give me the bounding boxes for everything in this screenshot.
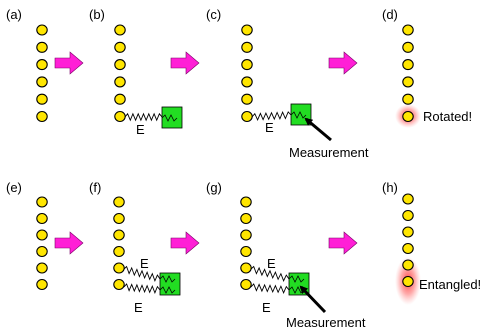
panel-label-b: (b) [89,7,105,22]
atom-d-2 [402,41,414,53]
atom-d-1 [402,24,414,36]
atom-e-2 [36,212,48,225]
atom-g-3 [240,229,252,241]
springs [123,111,292,295]
spring-coupling-f-bottom [123,283,161,295]
atom-d-6 [402,110,414,123]
atom-e-6 [36,278,48,291]
coupling-label-b: E [136,122,145,137]
atom-f-3 [113,229,125,241]
spring-coupling-f-top [123,265,161,283]
panel-label-c: (c) [206,7,221,22]
panel-label-a: (a) [6,7,22,22]
atom-e-1 [36,196,48,208]
atom-c-6 [241,110,253,123]
atom-c-4 [241,76,253,88]
atom-c-2 [241,41,253,53]
atom-g-4 [240,245,252,258]
panel-label-f: (f) [89,180,101,195]
atom-f-6 [113,278,125,291]
atom-e-4 [36,245,48,258]
atom-a-2 [36,41,48,53]
transition-arrows [54,51,358,255]
spring-coupling-g-top [250,265,290,282]
atom-b-6 [114,110,126,123]
spring-coupling-c [251,111,292,122]
atom-c-5 [241,93,253,105]
atom-h-1 [402,193,414,205]
box-spring-tails [159,111,307,294]
atom-a-6 [36,110,48,123]
panel-label-d: (d) [382,7,398,22]
coupled-box-f [159,272,181,296]
panel-label-g: (g) [206,180,222,195]
atom-b-5 [114,93,126,105]
coupling-label-f-bottom: E [134,300,143,315]
atom-g-6 [240,278,252,291]
measurement-label-c: Measurement [289,145,369,160]
result-label-rotated: Rotated! [423,109,472,124]
atom-a-3 [36,59,48,71]
atom-g-5 [240,262,252,274]
atom-g-2 [240,212,252,225]
coupling-label-g-bottom: E [262,300,271,315]
spring-coupling-g-bottom [250,283,290,294]
atom-b-2 [114,41,126,53]
measurement-arrow-g [299,285,327,314]
atom-h-2 [402,209,414,222]
atom-e-5 [36,262,48,274]
transition-arrow-e-to-f [54,231,84,255]
atom-a-1 [36,24,48,36]
result-label-entangled: Entangled! [419,277,481,292]
atom-h-4 [402,242,414,255]
atom-a-4 [36,76,48,88]
atom-c-3 [241,59,253,71]
atom-c-1 [241,24,253,36]
transition-arrow-b-to-c [170,51,200,75]
measurement-label-g: Measurement [286,315,366,330]
atom-d-5 [402,93,414,105]
atom-chains [36,24,414,291]
atom-a-5 [36,93,48,105]
atom-h-5 [402,259,414,271]
atom-d-4 [402,76,414,88]
atom-f-2 [113,212,125,225]
transition-arrow-a-to-b [54,51,84,75]
coupling-label-g-top: E [267,256,276,271]
atom-f-1 [113,196,125,208]
atom-f-5 [113,262,125,274]
spring-coupling-b [124,112,163,122]
measurement-arrow-c [304,117,332,142]
atom-f-4 [113,245,125,258]
atom-h-3 [402,226,414,238]
atom-b-1 [114,24,126,36]
panel-label-e: (e) [6,180,22,195]
atom-g-1 [240,196,252,208]
atom-b-4 [114,76,126,88]
atom-h-6 [402,275,414,288]
atom-e-3 [36,229,48,241]
transition-arrow-g-to-h [328,231,358,255]
coupling-label-c: E [265,120,274,135]
panel-label-h: (h) [382,180,398,195]
coupling-label-f-top: E [140,256,149,271]
transition-arrow-c-to-d [328,51,358,75]
atom-d-3 [402,59,414,71]
atom-b-3 [114,59,126,71]
transition-arrow-f-to-g [170,231,200,255]
